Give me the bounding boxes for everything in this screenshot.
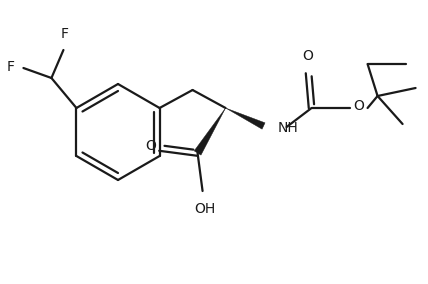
Text: O: O [353, 99, 364, 113]
Text: NH: NH [278, 121, 298, 135]
Text: F: F [60, 27, 68, 41]
Text: OH: OH [194, 202, 215, 216]
Text: F: F [6, 60, 15, 74]
Polygon shape [226, 108, 265, 129]
Text: O: O [302, 49, 313, 63]
Polygon shape [194, 108, 226, 155]
Text: O: O [145, 139, 156, 153]
